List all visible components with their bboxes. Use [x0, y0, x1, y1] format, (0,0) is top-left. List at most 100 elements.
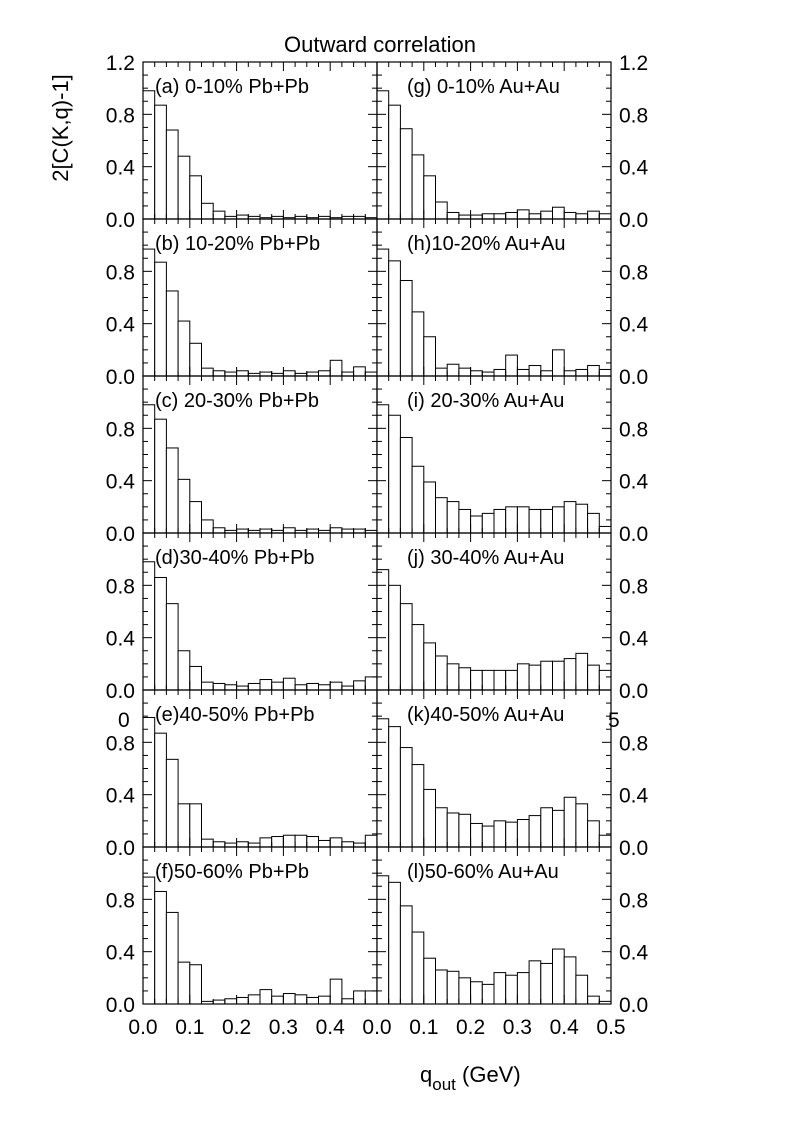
histogram-bar — [446, 812, 460, 848]
histogram-bar — [177, 803, 191, 848]
histogram-bar — [388, 414, 401, 534]
y-tick-label-right: 0.0 — [619, 209, 648, 232]
histogram-bar — [177, 961, 191, 1005]
histogram-bar — [435, 367, 448, 377]
panel-label: (g) 0-10% Au+Au — [407, 76, 560, 98]
histogram-bar — [563, 956, 577, 1005]
histogram-bar — [458, 977, 472, 1005]
y-tick-label-left: 0.4 — [106, 471, 136, 494]
histogram-bar — [165, 129, 179, 220]
histogram-bar — [376, 404, 390, 534]
histogram-bar — [282, 370, 296, 377]
histogram-bar — [189, 665, 203, 691]
y-tick-label-left: 0.0 — [106, 994, 135, 1017]
histogram-bar — [493, 820, 507, 848]
panel-left-5: (f)50-60% Pb+Pb 0.0 0.4 0.8 0.0 0.1 0.2 0.3 0.4 — [106, 846, 378, 1039]
y-tick-label-left: 0.4 — [106, 314, 136, 337]
x-tick-label: 0.0 — [128, 1016, 157, 1039]
y-tick-label-right: 0.4 — [619, 785, 649, 808]
y-tick-label-right: 0.0 — [619, 523, 648, 546]
x-axis-label-sub: out — [432, 1075, 456, 1094]
panel-label: (k)40-50% Au+Au — [407, 704, 564, 726]
y-tick-label-left: 0.8 — [106, 732, 135, 755]
histogram-bar — [142, 561, 156, 691]
x-tick-label: 0.0 — [362, 1016, 391, 1039]
histogram-bar — [306, 682, 319, 691]
histogram-bar — [318, 684, 331, 691]
panel-right-0: (g) 0-10% Au+Au 0.0 0.4 0.8 1.2 — [376, 52, 649, 232]
histogram-bar — [271, 836, 284, 848]
x-tick-label: 0.2 — [456, 1016, 485, 1039]
histogram-bar — [528, 365, 542, 377]
histogram-bar — [563, 796, 577, 848]
histogram-bar — [224, 998, 238, 1005]
y-tick-label-right: 0.0 — [619, 994, 648, 1017]
histogram-bar — [306, 836, 319, 848]
histogram-bar — [154, 104, 167, 220]
histogram-bar — [318, 995, 331, 1005]
histogram-bar — [388, 260, 401, 377]
histogram-bar — [552, 349, 565, 377]
histogram-bar — [236, 370, 249, 377]
histogram-bar — [294, 684, 308, 691]
histogram-bar — [505, 354, 518, 377]
y-axis-label: 2[C(K,q)-1] — [48, 74, 73, 182]
histogram-bar — [388, 881, 401, 1005]
histogram-bar — [154, 732, 167, 848]
histogram-bar — [587, 820, 600, 848]
histogram-bar — [189, 342, 203, 377]
y-tick-label-right: 0.4 — [619, 471, 649, 494]
histogram-bar — [540, 660, 553, 691]
y-tick-label-right: 0.4 — [619, 942, 649, 965]
histogram-bar — [598, 368, 612, 377]
histogram-bar — [563, 211, 577, 220]
histogram-bar — [177, 155, 191, 220]
histogram-bar — [411, 624, 425, 691]
histogram-bar — [446, 501, 460, 534]
histogram-bar — [154, 418, 167, 534]
histogram-bar — [598, 213, 612, 220]
histogram-bar — [435, 497, 448, 534]
histogram-bar — [587, 995, 600, 1005]
histogram-bar — [470, 669, 483, 691]
y-tick-label-right: 1.2 — [619, 52, 648, 75]
y-tick-label-right: 0.8 — [619, 575, 648, 598]
histogram-bar — [224, 684, 238, 691]
histogram-bar — [165, 911, 179, 1005]
x-tick-label: 0.4 — [550, 1016, 580, 1039]
histogram-bar — [259, 989, 273, 1005]
histogram-bar — [505, 974, 518, 1005]
histogram-bar — [481, 983, 495, 1005]
histogram-bar — [236, 841, 249, 848]
y-tick-label-left: 0.4 — [106, 628, 136, 651]
y-tick-label-right: 0.4 — [619, 314, 649, 337]
histogram-bar — [189, 501, 203, 534]
histogram-bar — [516, 972, 530, 1005]
x-axis-label-main: q — [420, 1062, 432, 1087]
histogram-bar — [423, 336, 436, 377]
histogram-bar — [411, 465, 425, 534]
y-tick-label-right: 0.0 — [619, 366, 648, 389]
panel-right-5: (l)50-60% Au+Au 0.0 0.4 0.8 0.0 0.1 0.2 0.3 0.4 0… — [362, 846, 649, 1039]
panel-label: (i) 20-30% Au+Au — [407, 390, 564, 412]
histogram-bar — [505, 821, 518, 848]
histogram-bar — [446, 211, 460, 220]
histogram-bar — [142, 404, 156, 534]
histogram-bar — [446, 663, 460, 691]
histogram-bar — [435, 969, 448, 1005]
histogram-bar — [423, 481, 436, 534]
histogram-bar — [540, 210, 553, 220]
histogram-bar — [376, 248, 390, 377]
histogram-bar — [399, 603, 413, 691]
histogram-bar — [598, 834, 612, 848]
histogram-bar — [411, 311, 425, 377]
histogram-bar — [528, 508, 542, 534]
histogram-bar — [435, 655, 448, 691]
histogram-bar — [142, 876, 156, 1005]
histogram-bar — [423, 175, 436, 220]
histogram-bar — [481, 512, 495, 534]
histogram-bar — [376, 875, 390, 1005]
histogram-bar — [259, 679, 273, 691]
